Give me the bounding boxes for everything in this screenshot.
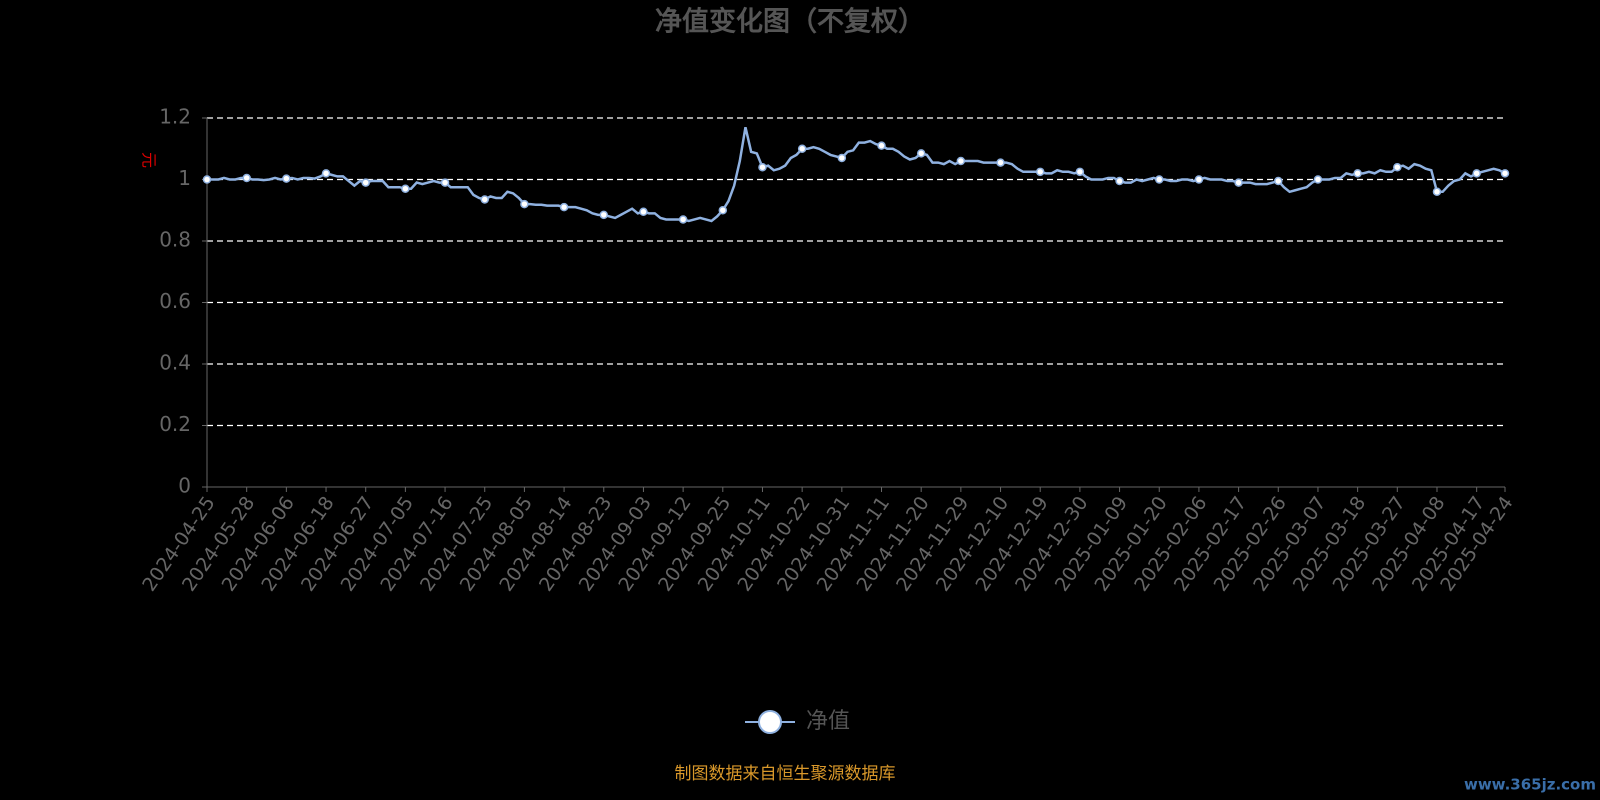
y-tick-label: 1.2 bbox=[159, 105, 191, 129]
point-marker bbox=[321, 169, 331, 178]
point-marker bbox=[996, 158, 1005, 167]
y-axis-label: 元 bbox=[140, 152, 159, 168]
point-marker bbox=[1472, 169, 1481, 178]
legend-label: 净值 bbox=[806, 709, 850, 734]
point-marker bbox=[401, 184, 410, 193]
series-line bbox=[207, 126, 1506, 223]
point-marker bbox=[480, 195, 489, 204]
legend-marker bbox=[758, 710, 782, 734]
point-marker bbox=[718, 206, 728, 215]
footer: 制图数据来自恒生聚源数据库 bbox=[675, 764, 896, 784]
point-marker bbox=[758, 162, 767, 172]
point-marker bbox=[1353, 169, 1362, 178]
point-marker bbox=[361, 178, 370, 187]
point-marker bbox=[1194, 175, 1204, 184]
point-marker bbox=[520, 199, 529, 209]
point-marker bbox=[440, 178, 450, 187]
point-marker bbox=[956, 156, 966, 166]
point-marker bbox=[639, 207, 648, 217]
y-tick-label: 0.2 bbox=[159, 412, 191, 436]
chart-title: 净值变化图（不复权） bbox=[655, 6, 925, 38]
y-tick-label: 1 bbox=[178, 166, 191, 190]
point-marker bbox=[877, 141, 886, 150]
point-marker bbox=[202, 175, 212, 184]
point-marker bbox=[1035, 167, 1045, 177]
point-marker bbox=[1234, 178, 1243, 187]
point-marker bbox=[1393, 162, 1402, 172]
point-marker bbox=[242, 173, 251, 183]
point-marker bbox=[559, 202, 569, 212]
point-marker bbox=[678, 215, 688, 224]
y-tick-label: 0 bbox=[178, 474, 191, 498]
point-marker bbox=[599, 210, 609, 220]
y-tick-label: 0.6 bbox=[159, 289, 191, 313]
point-marker bbox=[916, 149, 926, 158]
point-marker bbox=[837, 153, 847, 163]
point-marker bbox=[1274, 176, 1283, 186]
point-marker bbox=[1115, 176, 1124, 186]
point-marker bbox=[1432, 187, 1442, 197]
point-marker bbox=[282, 174, 291, 183]
y-tick-label: 0.4 bbox=[159, 351, 191, 375]
point-marker bbox=[1313, 175, 1323, 184]
point-marker bbox=[1075, 167, 1085, 177]
point-marker bbox=[1154, 175, 1164, 184]
point-marker bbox=[1500, 169, 1510, 178]
point-marker bbox=[797, 144, 807, 153]
watermark: www.365jz.com bbox=[1464, 776, 1596, 794]
y-tick-label: 0.8 bbox=[159, 228, 191, 252]
